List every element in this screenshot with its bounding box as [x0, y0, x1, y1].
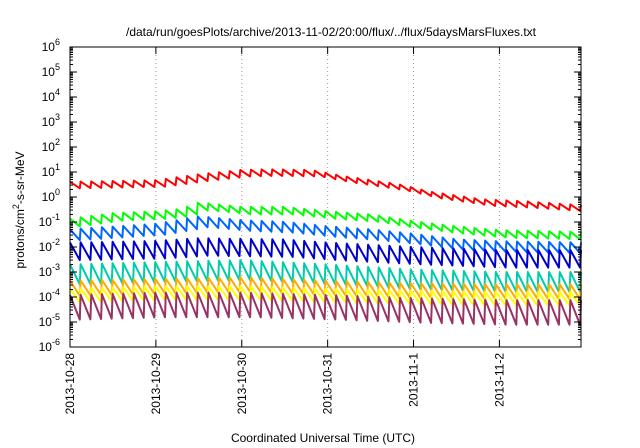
y-tick-label: 106 [42, 37, 60, 54]
series-layer [69, 168, 582, 326]
y-tick-label: 103 [42, 112, 60, 129]
x-tick-label: 2013-10-28 [63, 353, 77, 415]
x-tick-label: 2013-10-31 [321, 353, 335, 415]
x-tick-label: 2013-10-30 [235, 353, 249, 415]
series-line-7 [69, 291, 582, 326]
y-axis-title: protons/cm2-s-sr-MeV [11, 151, 27, 268]
series-line-3 [69, 237, 582, 269]
y-axis-title-base: protons/cm [13, 209, 27, 268]
y-tick-label: 100 [42, 187, 60, 204]
y-tick-label: 101 [42, 162, 60, 179]
x-tick-label: 2013-11-2 [492, 353, 506, 407]
y-tick-label: 10-2 [39, 237, 60, 254]
x-tick-label: 2013-11-1 [407, 353, 421, 407]
series-line-0 [69, 168, 582, 212]
axis-layer: 10-6 10-5 10-4 10-3 10-2 10-1 100 101 102 103 104 1… [39, 37, 582, 415]
y-tick-label: 10-1 [39, 212, 60, 229]
y-tick-label: 102 [42, 137, 60, 154]
y-tick-label: 10-6 [39, 337, 60, 354]
y-tick-label: 10-4 [39, 287, 60, 304]
y-tick-label: 105 [42, 62, 60, 79]
chart-title: /data/run/goesPlots/archive/2013-11-02/2… [126, 25, 537, 39]
x-tick-label: 2013-10-29 [149, 353, 163, 415]
y-tick-label: 104 [42, 87, 60, 104]
series-line-2 [69, 215, 582, 255]
y-tick-label: 10-3 [39, 262, 60, 279]
y-axis-title-sup: 2 [11, 204, 21, 209]
series-line-6 [69, 285, 582, 307]
y-tick-label: 10-5 [39, 312, 60, 329]
x-axis-title: Coordinated Universal Time (UTC) [231, 431, 415, 445]
series-line-4 [69, 259, 582, 293]
y-axis-title-rest: -s-sr-MeV [13, 151, 27, 204]
series-line-1 [69, 201, 582, 241]
series-line-5 [69, 276, 582, 301]
